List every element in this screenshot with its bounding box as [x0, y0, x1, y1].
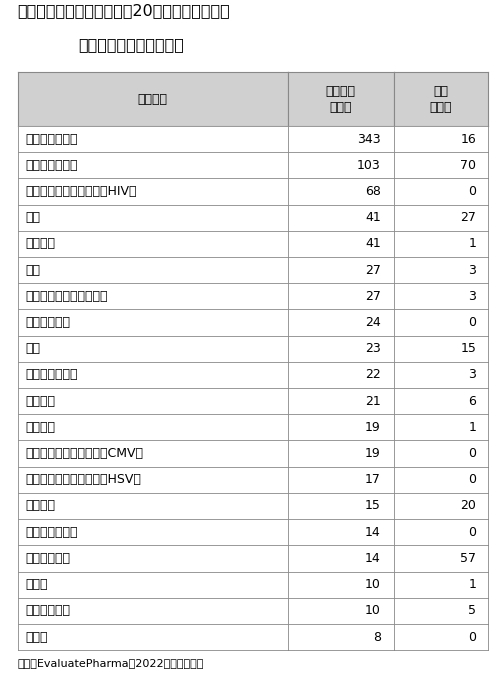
Text: エボラウイルス: エボラウイルス: [26, 369, 78, 381]
Text: 水痘: 水痘: [26, 342, 40, 355]
Text: 市品目数（グローバル）: 市品目数（グローバル）: [78, 37, 184, 52]
Text: 単純ヘルペスウイルス（HSV）: 単純ヘルペスウイルス（HSV）: [26, 473, 142, 486]
Text: ヒトパピローマウイルス: ヒトパピローマウイルス: [26, 290, 108, 303]
Text: 0: 0: [468, 473, 476, 486]
Text: チクングニア熱: チクングニア熱: [26, 526, 78, 539]
Text: 20: 20: [460, 499, 476, 513]
Text: 3: 3: [468, 369, 476, 381]
Text: 41: 41: [365, 211, 381, 224]
Text: 70: 70: [460, 159, 476, 172]
Text: 41: 41: [365, 237, 381, 250]
Text: コロナウイルス: コロナウイルス: [26, 133, 78, 145]
Text: 3: 3: [468, 290, 476, 303]
Text: 0: 0: [468, 447, 476, 460]
Text: 27: 27: [460, 211, 476, 224]
Text: 混合ワクチン: 混合ワクチン: [26, 552, 70, 565]
Text: 5: 5: [468, 604, 476, 617]
Text: 髄膜炎菌: 髄膜炎菌: [26, 499, 56, 513]
Text: 8: 8: [373, 631, 381, 643]
Text: 68: 68: [365, 185, 381, 198]
Text: 57: 57: [460, 552, 476, 565]
Text: 1: 1: [468, 578, 476, 591]
Text: 出所：EvaluatePharma（2022年５月時点）: 出所：EvaluatePharma（2022年５月時点）: [18, 658, 204, 669]
Text: 15: 15: [460, 342, 476, 355]
Text: 6: 6: [468, 395, 476, 407]
Text: 17: 17: [365, 473, 381, 486]
Text: 0: 0: [468, 631, 476, 643]
Text: 野兎病: 野兎病: [26, 631, 48, 643]
Text: 14: 14: [365, 526, 381, 539]
Text: ヒト免疫不全ウイルス（HIV）: ヒト免疫不全ウイルス（HIV）: [26, 185, 137, 198]
Text: 3: 3: [468, 264, 476, 277]
Text: 19: 19: [365, 421, 381, 434]
Text: 14: 14: [365, 552, 381, 565]
Text: 肺炎球菌: 肺炎球菌: [26, 395, 56, 407]
Text: マラリア: マラリア: [26, 237, 56, 250]
Text: 薬効分類: 薬効分類: [138, 93, 168, 105]
Text: 10: 10: [365, 578, 381, 591]
Text: デング熱: デング熱: [26, 421, 56, 434]
Text: 1: 1: [468, 237, 476, 250]
Text: 10: 10: [365, 604, 381, 617]
Text: 343: 343: [357, 133, 381, 145]
Text: 22: 22: [365, 369, 381, 381]
Text: 炭疽菌: 炭疽菌: [26, 578, 48, 591]
Text: 24: 24: [365, 316, 381, 329]
Text: 103: 103: [357, 159, 381, 172]
Text: 肝炎: 肝炎: [26, 211, 40, 224]
Text: 1: 1: [468, 421, 476, 434]
Text: ロタウイルス: ロタウイルス: [26, 604, 70, 617]
Text: 0: 0: [468, 185, 476, 198]
Text: 21: 21: [365, 395, 381, 407]
Text: 上市
品目数: 上市 品目数: [429, 85, 452, 114]
Text: 0: 0: [468, 316, 476, 329]
Text: 16: 16: [460, 133, 476, 145]
Text: ジカウイルス: ジカウイルス: [26, 316, 70, 329]
Text: サイトメガロウイルス（CMV）: サイトメガロウイルス（CMV）: [26, 447, 144, 460]
Text: 27: 27: [365, 264, 381, 277]
Text: インフルエンザ: インフルエンザ: [26, 159, 78, 172]
Text: 0: 0: [468, 526, 476, 539]
Text: 27: 27: [365, 290, 381, 303]
Text: 研究開発
品目数: 研究開発 品目数: [326, 85, 356, 114]
Text: 結核: 結核: [26, 264, 40, 277]
Text: 15: 15: [365, 499, 381, 513]
Text: 23: 23: [365, 342, 381, 355]
Text: 19: 19: [365, 447, 381, 460]
Text: 表２　研究開発品目数上位20薬効分類とその上: 表２ 研究開発品目数上位20薬効分類とその上: [18, 3, 230, 19]
